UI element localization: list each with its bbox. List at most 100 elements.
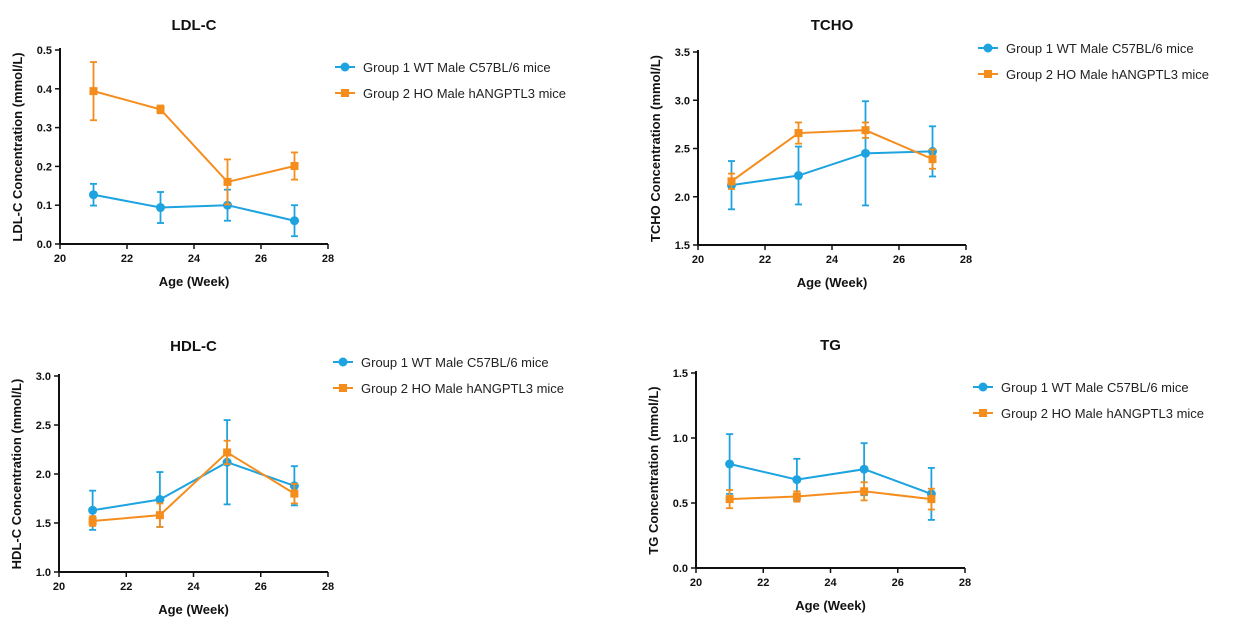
x-tick-label: 22 <box>757 577 769 589</box>
data-point <box>792 475 802 485</box>
x-tick-label: 24 <box>826 254 839 266</box>
legend-item-2: Group 2 HO Male hANGPTL3 mice <box>973 406 1204 421</box>
series-2 <box>88 439 299 528</box>
chart-panel-tg: TG 0.0 0.5 1.0 1.5 20 22 24 26 28 Age (Week) TG Con… <box>646 337 1204 613</box>
y-tick-label: 3.5 <box>675 47 690 59</box>
y-axis-label: LDL-C Concentration (mmol/L) <box>10 52 25 241</box>
data-point <box>794 171 803 181</box>
y-tick-label: 0.0 <box>673 563 688 575</box>
legend-item-1: Group 1 WT Male C57BL/6 mice <box>333 355 549 370</box>
x-tick-label: 28 <box>959 577 971 589</box>
data-point <box>88 517 97 526</box>
data-point <box>223 177 232 186</box>
legend-label: Group 2 HO Male hANGPTL3 mice <box>363 86 566 101</box>
x-tick-label: 22 <box>759 254 771 266</box>
x-tick-label: 26 <box>255 253 267 265</box>
data-point <box>859 464 869 474</box>
data-point <box>89 87 98 96</box>
x-tick-label: 24 <box>187 581 200 593</box>
data-point <box>861 148 870 158</box>
legend-marker <box>979 409 987 417</box>
data-point <box>860 487 869 496</box>
legend-item-1: Group 1 WT Male C57BL/6 mice <box>978 41 1194 56</box>
legend-item-2: Group 2 HO Male hANGPTL3 mice <box>335 86 566 101</box>
data-point <box>861 126 870 135</box>
legend-marker <box>984 70 992 78</box>
x-tick-label: 28 <box>322 581 334 593</box>
data-point <box>223 448 232 457</box>
x-tick-label: 20 <box>692 254 704 266</box>
legend-marker <box>340 62 350 72</box>
series-1 <box>727 100 937 211</box>
chart-panel-ldl-c: LDL-C 0.0 0.1 0.2 0.3 0.4 0.5 20 22 24 26 28 Age (We… <box>10 17 566 289</box>
legend-marker <box>983 43 993 53</box>
series-line <box>92 461 295 512</box>
series-line <box>93 193 295 222</box>
series-line <box>730 129 933 183</box>
y-tick-label: 1.5 <box>675 240 690 252</box>
chart-panel-tcho: TCHO 1.5 2.0 2.5 3.0 3.5 20 22 24 26 28 Age (Week) T… <box>648 17 1209 290</box>
x-tick-label: 26 <box>255 581 267 593</box>
data-point <box>290 216 299 226</box>
y-tick-label: 1.5 <box>36 518 51 530</box>
legend-label: Group 1 WT Male C57BL/6 mice <box>1001 380 1189 395</box>
series-2 <box>725 481 936 511</box>
x-tick-label: 20 <box>690 577 702 589</box>
data-point <box>156 105 165 114</box>
y-tick-label: 0.5 <box>673 498 688 510</box>
series-1 <box>725 433 936 521</box>
legend-item-2: Group 2 HO Male hANGPTL3 mice <box>978 67 1209 82</box>
series-2 <box>89 61 299 206</box>
data-point <box>928 155 937 164</box>
x-tick-label: 22 <box>120 581 132 593</box>
y-tick-label: 3.0 <box>36 371 51 383</box>
data-point <box>156 203 165 213</box>
y-tick-label: 2.5 <box>36 420 51 432</box>
x-tick-label: 20 <box>54 253 66 265</box>
data-point <box>927 495 936 504</box>
y-tick-label: 2.0 <box>675 192 690 204</box>
chart-title: HDL-C <box>170 338 217 355</box>
x-tick-label: 24 <box>824 577 837 589</box>
legend-label: Group 1 WT Male C57BL/6 mice <box>363 60 551 75</box>
y-tick-label: 1.0 <box>673 433 688 445</box>
legend-item-2: Group 2 HO Male hANGPTL3 mice <box>333 381 564 396</box>
x-tick-label: 20 <box>53 581 65 593</box>
series-1 <box>88 419 299 531</box>
legend-label: Group 2 HO Male hANGPTL3 mice <box>1001 406 1204 421</box>
data-point <box>155 494 165 504</box>
data-point <box>88 505 98 515</box>
data-point <box>89 190 98 200</box>
y-tick-label: 2.0 <box>36 469 51 481</box>
legend-label: Group 2 HO Male hANGPTL3 mice <box>1006 67 1209 82</box>
y-tick-label: 2.5 <box>675 144 690 156</box>
y-tick-label: 0.4 <box>37 84 53 96</box>
legend-item-1: Group 1 WT Male C57BL/6 mice <box>973 380 1189 395</box>
legend-label: Group 1 WT Male C57BL/6 mice <box>361 355 549 370</box>
data-point <box>290 489 299 498</box>
y-tick-label: 3.0 <box>675 95 690 107</box>
x-axis-label: Age (Week) <box>795 598 866 613</box>
series-line <box>731 150 933 187</box>
series-line <box>729 463 932 495</box>
data-point <box>725 459 735 469</box>
x-axis-label: Age (Week) <box>797 275 868 290</box>
y-tick-label: 1.0 <box>36 567 51 579</box>
y-tick-label: 0.2 <box>37 161 52 173</box>
chart-title: TCHO <box>811 17 854 34</box>
chart-title: TG <box>820 337 841 354</box>
legend-marker <box>341 89 349 97</box>
series-line <box>93 90 295 184</box>
legend-label: Group 2 HO Male hANGPTL3 mice <box>361 381 564 396</box>
legend-marker <box>339 384 347 392</box>
x-tick-label: 28 <box>322 253 334 265</box>
legend-item-1: Group 1 WT Male C57BL/6 mice <box>335 60 551 75</box>
y-tick-label: 1.5 <box>673 368 688 380</box>
x-tick-label: 24 <box>188 253 201 265</box>
y-axis-label: TCHO Concentration (mmol/L) <box>648 55 663 242</box>
y-tick-label: 0.5 <box>37 45 52 57</box>
series-1 <box>89 182 299 238</box>
y-tick-label: 0.1 <box>37 200 52 212</box>
y-tick-label: 0.3 <box>37 123 52 135</box>
x-axis-label: Age (Week) <box>159 274 230 289</box>
